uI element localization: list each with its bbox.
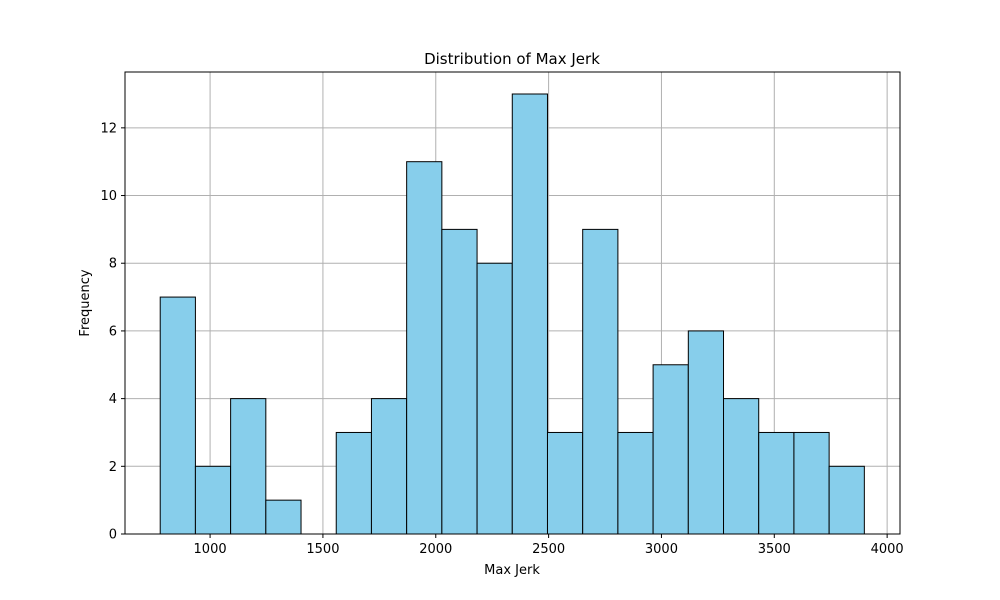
y-axis-label: Frequency [78,269,93,336]
histogram-bar [687,330,725,535]
plot-frame [124,71,901,535]
histogram-bar [159,296,196,535]
histogram-bar [511,93,548,535]
x-tick-label: 1500 [306,542,339,557]
histogram-bar [230,398,267,535]
y-tick-label: 6 [109,324,117,339]
y-tick-label: 12 [100,121,117,136]
histogram-bar [758,431,795,535]
histogram-bar [617,431,654,535]
chart-title: Distribution of Max Jerk [424,50,600,68]
axis-ticks: 1000 1500 2000 2500 3000 3500 4000 0 2 4 6 8 10 12 [100,121,903,557]
y-tick-label: 4 [109,392,117,407]
x-tick-label: 2000 [419,542,452,557]
histogram-bar [546,431,584,535]
y-tick-label: 0 [109,528,117,543]
histogram-bar [652,364,689,535]
histogram-bar [476,262,513,535]
x-tick-label: 2500 [532,542,565,557]
histogram-bar [194,465,232,535]
histogram-bar [828,465,865,535]
histogram-bar [265,499,302,535]
y-tick-label: 2 [109,460,117,475]
x-axis-label: Max Jerk [484,563,540,578]
histogram-bar [370,398,408,535]
y-tick-label: 8 [109,257,117,272]
x-tick-label: 1000 [194,542,227,557]
histogram-bar [406,161,443,535]
y-tick-label: 10 [100,189,117,204]
histogram-bar [582,228,619,535]
histogram-bar [723,398,760,535]
histogram-bar [793,431,830,535]
histogram-bar [441,228,478,535]
x-tick-label: 3000 [645,542,678,557]
bars [159,93,865,535]
x-tick-label: 3500 [758,542,791,557]
histogram-bar [335,431,372,535]
x-tick-label: 4000 [871,542,904,557]
